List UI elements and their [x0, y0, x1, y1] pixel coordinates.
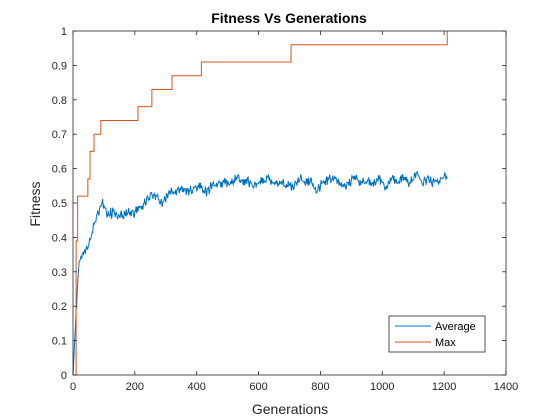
x-tick-label: 0 — [70, 381, 76, 393]
y-tick-label: 0 — [61, 370, 67, 382]
legend-box — [388, 315, 486, 353]
y-tick-label: 0.8 — [52, 95, 67, 107]
legend: Average Max — [388, 315, 486, 353]
x-tick-label: 400 — [188, 381, 206, 393]
y-tick-label: 0.6 — [52, 164, 67, 176]
chart-title: Fitness Vs Generations — [211, 10, 367, 26]
y-tick-label: 0.5 — [52, 198, 67, 210]
y-tick-label: 0.9 — [52, 60, 67, 72]
legend-label-average: Average — [435, 321, 476, 333]
y-tick-label: 0.2 — [52, 301, 67, 313]
y-tick-label: 0.7 — [52, 129, 67, 141]
x-tick-label: 800 — [311, 381, 329, 393]
x-tick-label: 600 — [249, 381, 267, 393]
x-tick-label: 1400 — [494, 381, 518, 393]
x-tick-label: 200 — [126, 381, 144, 393]
x-tick-label: 1000 — [370, 381, 394, 393]
y-tick-label: 0.3 — [52, 267, 67, 279]
x-axis-label: Generations — [252, 401, 328, 417]
series-line-average — [72, 171, 448, 376]
x-tick-label: 1200 — [432, 381, 456, 393]
y-tick-label: 1 — [61, 26, 67, 38]
y-axis-label: Fitness — [27, 181, 43, 226]
y-tick-label: 0.1 — [52, 336, 67, 348]
y-tick-label: 0.4 — [52, 232, 67, 244]
series-line-max — [73, 31, 448, 376]
legend-label-max: Max — [435, 337, 456, 349]
